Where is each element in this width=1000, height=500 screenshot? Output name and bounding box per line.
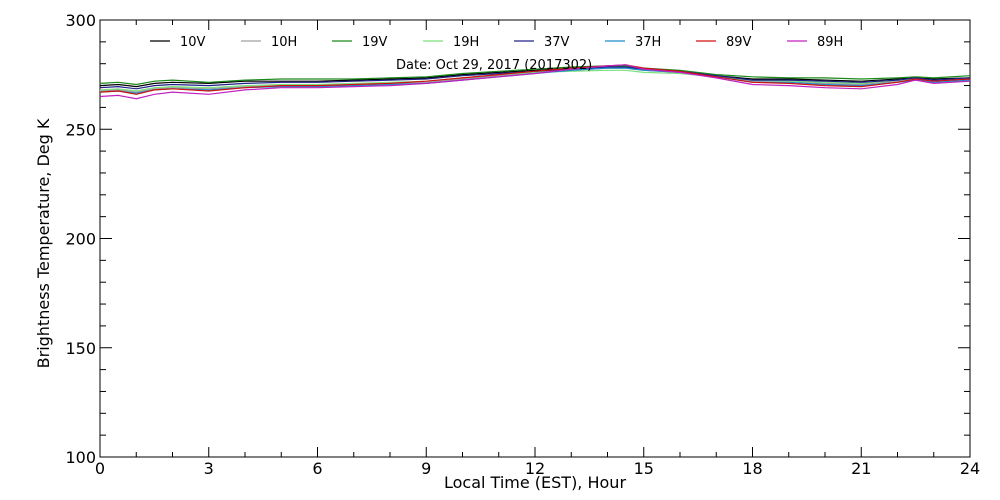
- chart-annotation: Date: Oct 29, 2017 (2017302): [396, 58, 592, 73]
- y-tick-label: 100: [65, 448, 96, 467]
- y-axis-title: Brightness Temperature, Deg K: [34, 118, 53, 368]
- legend-label-10v: 10V: [180, 35, 206, 50]
- x-tick-label: 6: [312, 459, 322, 478]
- legend-label-10h: 10H: [271, 35, 297, 50]
- series-lines: [99, 64, 971, 100]
- series-line-19h: [99, 69, 971, 92]
- y-tick-label: 300: [65, 11, 96, 30]
- legend-label-89v: 89V: [726, 35, 752, 50]
- y-tick-label: 250: [65, 120, 96, 139]
- x-tick-label: 0: [95, 459, 105, 478]
- x-tick-label: 9: [421, 459, 431, 478]
- x-axis-title: Local Time (EST), Hour: [444, 473, 626, 492]
- y-tick-labels: 100 150 200 250 300: [65, 11, 96, 467]
- x-tick-label: 24: [960, 459, 980, 478]
- legend: 10V 10H 19V 19H 37V 37H 89V 89H: [150, 35, 843, 50]
- legend-label-89h: 89H: [817, 35, 843, 50]
- x-tick-label: 3: [204, 459, 214, 478]
- legend-label-19h: 19H: [453, 35, 479, 50]
- x-tick-labels: 0 3 6 9 12 15 18 21 24: [95, 459, 980, 478]
- series-line-89h: [99, 64, 971, 100]
- legend-label-37v: 37V: [544, 35, 570, 50]
- legend-label-37h: 37H: [635, 35, 661, 50]
- x-tick-label: 18: [742, 459, 762, 478]
- series-line-19v: [99, 65, 971, 86]
- x-tick-label: 21: [851, 459, 871, 478]
- y-tick-label: 150: [65, 339, 96, 358]
- major-ticks: [99, 19, 971, 458]
- plot-area: [99, 19, 971, 458]
- series-line-89v: [99, 64, 971, 95]
- x-tick-label: 15: [634, 459, 654, 478]
- series-line-10v: [99, 66, 971, 88]
- legend-label-19v: 19V: [362, 35, 388, 50]
- x-tick-label: 12: [525, 459, 545, 478]
- y-tick-label: 200: [65, 230, 96, 249]
